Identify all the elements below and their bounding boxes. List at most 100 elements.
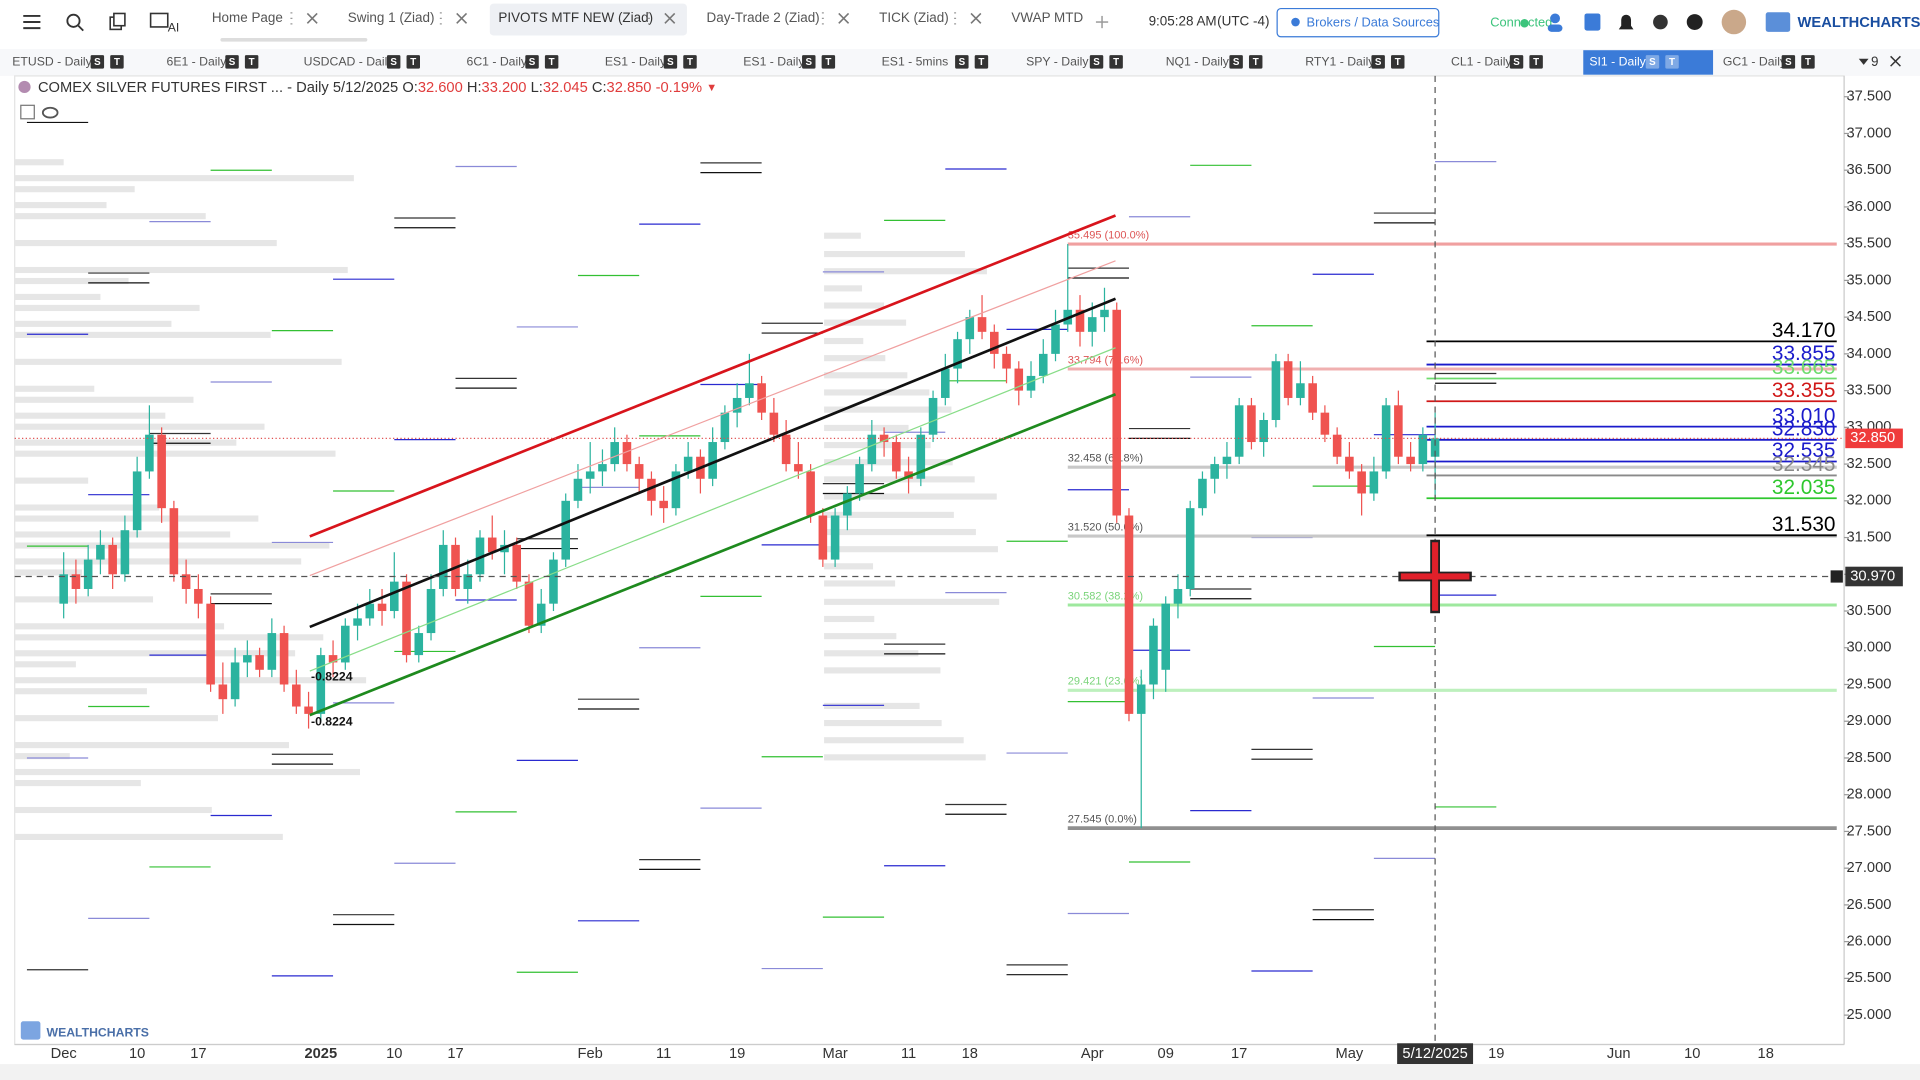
- volume-profile-bar: [14, 331, 271, 338]
- volume-profile-bar: [824, 372, 908, 379]
- symbol-tab[interactable]: 6C1 - Daily: [467, 55, 528, 69]
- layouts-icon[interactable]: [109, 12, 126, 31]
- candle-body: [941, 368, 950, 398]
- x-tick-label: 2025: [304, 1046, 337, 1062]
- more-arrow[interactable]: [1858, 58, 1869, 65]
- candle-body: [769, 412, 779, 435]
- y-tick-label: 32.500: [1847, 456, 1892, 472]
- candle-body: [708, 442, 717, 479]
- help-icon[interactable]: [1686, 14, 1703, 30]
- symbol-tab[interactable]: RTY1 - Daily: [1305, 55, 1375, 69]
- symbol-badge-bg: [1529, 55, 1543, 69]
- volume-profile-bar: [14, 213, 206, 220]
- tab-close[interactable]: [838, 12, 850, 24]
- save-icon[interactable]: [1584, 13, 1601, 31]
- logo-mark: [1765, 12, 1791, 32]
- symbol-tab[interactable]: ES1 - 5mins: [882, 55, 949, 69]
- tab-close[interactable]: [664, 12, 676, 24]
- tab[interactable]: TICK (Ziad): [879, 10, 949, 25]
- volume-profile-bar: [14, 412, 166, 419]
- symbol-badge-bg: [110, 55, 124, 69]
- candle-body: [1185, 508, 1195, 589]
- symbol-tab[interactable]: CL1 - Daily: [1451, 55, 1512, 69]
- tab-close[interactable]: [456, 12, 468, 24]
- candle-body: [1161, 603, 1170, 670]
- symbol-tab[interactable]: 6E1 - Daily: [167, 55, 228, 69]
- candle-body: [1136, 684, 1146, 714]
- tab-close[interactable]: [970, 12, 982, 24]
- tab[interactable]: Home Page: [212, 10, 283, 25]
- tab[interactable]: PIVOTS MTF NEW (Ziad): [498, 10, 653, 25]
- symbol-tab[interactable]: ES1 - Daily: [743, 55, 805, 69]
- candle-body: [573, 478, 583, 501]
- trend-line-black: [309, 297, 1117, 629]
- users-icon[interactable]: [1547, 13, 1563, 32]
- tab[interactable]: Swing 1 (Ziad): [348, 10, 435, 25]
- volume-profile-bar: [824, 337, 864, 345]
- add-indicator[interactable]: [20, 104, 35, 120]
- candle-body: [818, 515, 828, 560]
- symbol-badge: S: [1785, 57, 1792, 68]
- symbol-tab[interactable]: GC1 - Daily: [1723, 55, 1787, 69]
- settings-icon[interactable]: [1653, 14, 1668, 30]
- candle-body: [879, 434, 889, 443]
- candle-body: [647, 478, 656, 501]
- search-icon[interactable]: [66, 13, 84, 32]
- candle-body: [904, 471, 913, 479]
- visibility-toggle[interactable]: [41, 106, 59, 119]
- symbol-tab[interactable]: USDCAD - Daily: [304, 55, 395, 69]
- tab-close[interactable]: [306, 12, 318, 24]
- avatar[interactable]: [1721, 9, 1747, 35]
- symbol-tab[interactable]: ETUSD - Daily: [12, 55, 92, 69]
- candle-body: [328, 655, 338, 663]
- volume-profile-bar: [824, 355, 886, 362]
- symbol-badge: S: [806, 57, 813, 68]
- brokers-button[interactable]: [1276, 7, 1440, 38]
- x-tick-label: 17: [1231, 1046, 1247, 1062]
- volume-profile-bar: [824, 580, 896, 587]
- notifications-icon[interactable]: [1618, 14, 1634, 30]
- symbol-badge: T: [1533, 57, 1539, 68]
- trend-line-light-green: [309, 347, 1116, 672]
- ai-icon[interactable]: [149, 12, 169, 28]
- volume-profile-bar: [14, 623, 225, 630]
- candle-body: [830, 515, 840, 560]
- symbol-badge: T: [825, 57, 831, 68]
- candle-body: [549, 559, 558, 604]
- candle-body: [720, 412, 730, 443]
- crosshair-plus: [1830, 570, 1843, 583]
- symbol-tab[interactable]: SI1 - Daily: [1589, 55, 1646, 69]
- volume-profile-bar: [14, 304, 200, 312]
- symbol-tab[interactable]: ES1 - Daily: [605, 55, 667, 69]
- symbol-badge: S: [1093, 57, 1100, 68]
- symbol-tab[interactable]: NQ1 - Daily: [1166, 55, 1230, 69]
- volume-profile-bar: [14, 661, 76, 668]
- volume-profile-bar: [824, 511, 954, 518]
- candle-body: [1198, 478, 1207, 509]
- volume-profile-bar: [14, 504, 160, 511]
- add-tab[interactable]: [1095, 15, 1109, 29]
- symbol-badge: S: [1375, 57, 1382, 68]
- close-all-icon[interactable]: [1890, 55, 1901, 67]
- menu-icon[interactable]: [23, 14, 41, 30]
- x-tick-label: 19: [729, 1046, 745, 1062]
- candle-body: [622, 442, 632, 465]
- candle-body: [843, 493, 852, 516]
- candle-body: [194, 588, 203, 604]
- y-tick-label: 37.500: [1847, 89, 1892, 105]
- candle-body: [1381, 405, 1391, 472]
- level-label: 32.535: [1772, 439, 1836, 462]
- cursor-inner: [1400, 542, 1470, 611]
- x-tick-label: 18: [1758, 1046, 1774, 1062]
- tab[interactable]: Day-Trade 2 (Ziad): [707, 10, 820, 25]
- volume-profile-bar: [824, 615, 875, 623]
- tab[interactable]: VWAP MTD: [1011, 10, 1083, 25]
- candle-body: [732, 397, 742, 413]
- symbol-tab[interactable]: SPY - Daily: [1026, 55, 1089, 69]
- annotation: -0.8224: [311, 715, 353, 729]
- candle-body: [120, 530, 130, 575]
- high-value: 33.200: [482, 80, 527, 96]
- symbol-badge-bg: [406, 55, 420, 69]
- level-label: 33.355: [1772, 379, 1836, 402]
- volume-profile-bar: [14, 266, 348, 274]
